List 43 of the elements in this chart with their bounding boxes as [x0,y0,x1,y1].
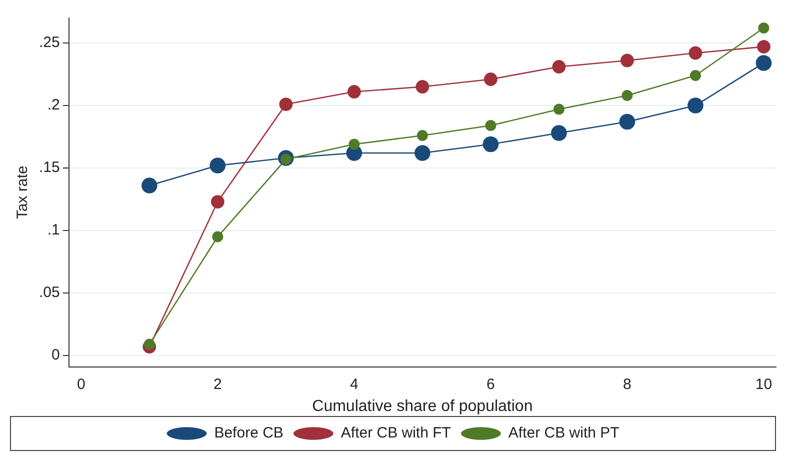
point [414,145,430,161]
point [416,130,428,142]
point [144,338,155,350]
y-axis-title: Tax rate [14,166,32,220]
x-tick-label: 0 [76,376,86,393]
y-tick-label: 0 [52,346,60,364]
point [210,195,224,208]
point [482,136,499,152]
x-axis-title: Cumulative share of population [312,398,533,415]
legend-label: Before CB [214,424,284,442]
y-tick-label: .25 [38,34,60,52]
point [347,85,361,98]
y-tick-label: .2 [47,96,60,114]
x-tick-label: 6 [486,376,495,393]
point [484,72,498,86]
legend-label: After CB with FT [340,424,451,442]
point [758,22,770,34]
y-tick-label: .15 [38,159,60,176]
x-tick-label: 10 [755,376,772,393]
point [210,158,226,174]
y-tick-label: .05 [38,284,60,302]
point [141,178,158,194]
point [212,231,224,242]
point [552,60,566,74]
point [348,138,360,150]
point [688,46,702,60]
point [416,80,430,94]
point [622,90,633,102]
point [756,55,772,71]
legend-label: After CB with PT [508,424,620,442]
point [688,98,704,114]
x-tick-label: 2 [213,376,222,393]
point [279,98,293,111]
point [757,40,770,54]
x-tick-label: 8 [623,376,632,393]
point [620,54,634,68]
point [485,120,496,132]
point [553,104,564,115]
point [551,125,567,141]
x-tick-label: 4 [350,376,358,393]
point [619,114,636,130]
point [690,70,701,82]
y-tick-label: .1 [47,222,60,239]
